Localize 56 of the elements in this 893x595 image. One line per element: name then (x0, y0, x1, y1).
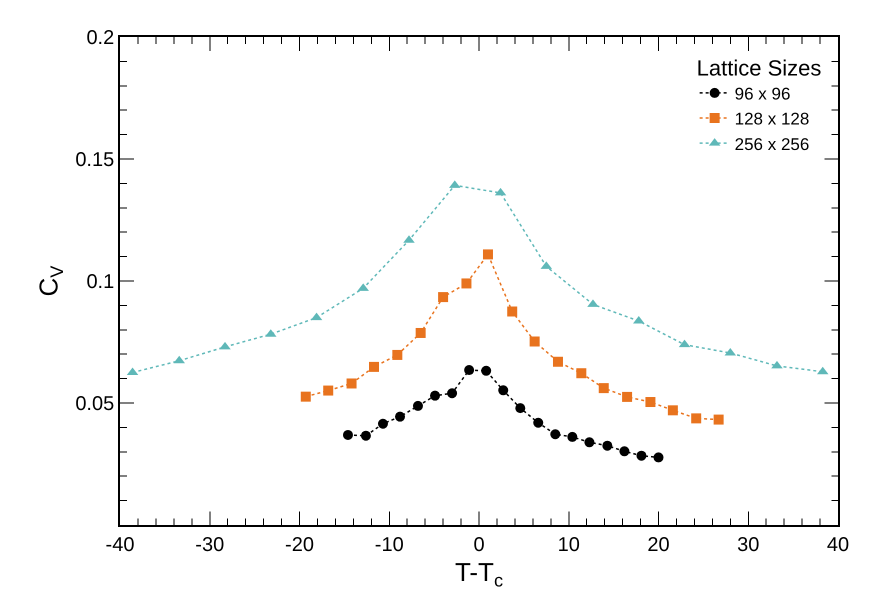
x-tick-label: -20 (285, 534, 314, 556)
point (550, 429, 560, 440)
point (430, 390, 440, 401)
point (392, 350, 402, 360)
point (368, 362, 379, 372)
legend-label: 128 x 128 (734, 110, 810, 129)
point (645, 397, 656, 408)
point (576, 368, 586, 378)
point (619, 446, 630, 456)
point (598, 383, 609, 394)
x-tick-label: -40 (106, 534, 134, 556)
point (533, 418, 544, 428)
point (552, 356, 563, 367)
legend-label: 256 x 256 (734, 134, 810, 154)
point (346, 378, 357, 388)
point (323, 386, 334, 396)
legend-label: 96 x 96 (734, 84, 790, 104)
point (395, 412, 406, 422)
x-tick-label: 20 (647, 534, 670, 556)
x-tick-label: -30 (195, 534, 224, 556)
point (714, 414, 724, 425)
point (482, 249, 493, 260)
point (378, 418, 388, 429)
point (498, 385, 508, 396)
point (416, 328, 426, 338)
point (691, 413, 702, 424)
point (567, 432, 578, 442)
y-tick-label: 0.1 (86, 271, 114, 293)
y-tick-label: 0.15 (75, 149, 114, 171)
point (300, 392, 311, 402)
point (461, 278, 472, 288)
x-tick-label: 0 (473, 534, 485, 556)
x-tick-label: 40 (826, 534, 850, 556)
point (464, 365, 474, 376)
point (654, 452, 664, 462)
x-tick-label: -10 (374, 534, 404, 556)
point (602, 440, 612, 451)
point (584, 437, 594, 448)
point (530, 336, 540, 347)
point (515, 403, 526, 414)
point (481, 366, 492, 376)
point (622, 392, 632, 402)
point (342, 430, 353, 440)
point (447, 388, 458, 398)
x-tick-label: 30 (737, 534, 760, 556)
y-tick-label: 0.2 (86, 27, 114, 49)
x-axis-title: T-T$_{c}$ (454, 556, 504, 590)
x-tick-label: 10 (558, 534, 580, 556)
point (636, 450, 646, 461)
point (507, 306, 518, 316)
point (412, 400, 423, 411)
point (360, 430, 371, 441)
point (438, 292, 448, 302)
legend-title: Lattice Sizes (696, 55, 822, 80)
y-tick-label: 0.05 (75, 393, 114, 415)
point (668, 405, 678, 416)
